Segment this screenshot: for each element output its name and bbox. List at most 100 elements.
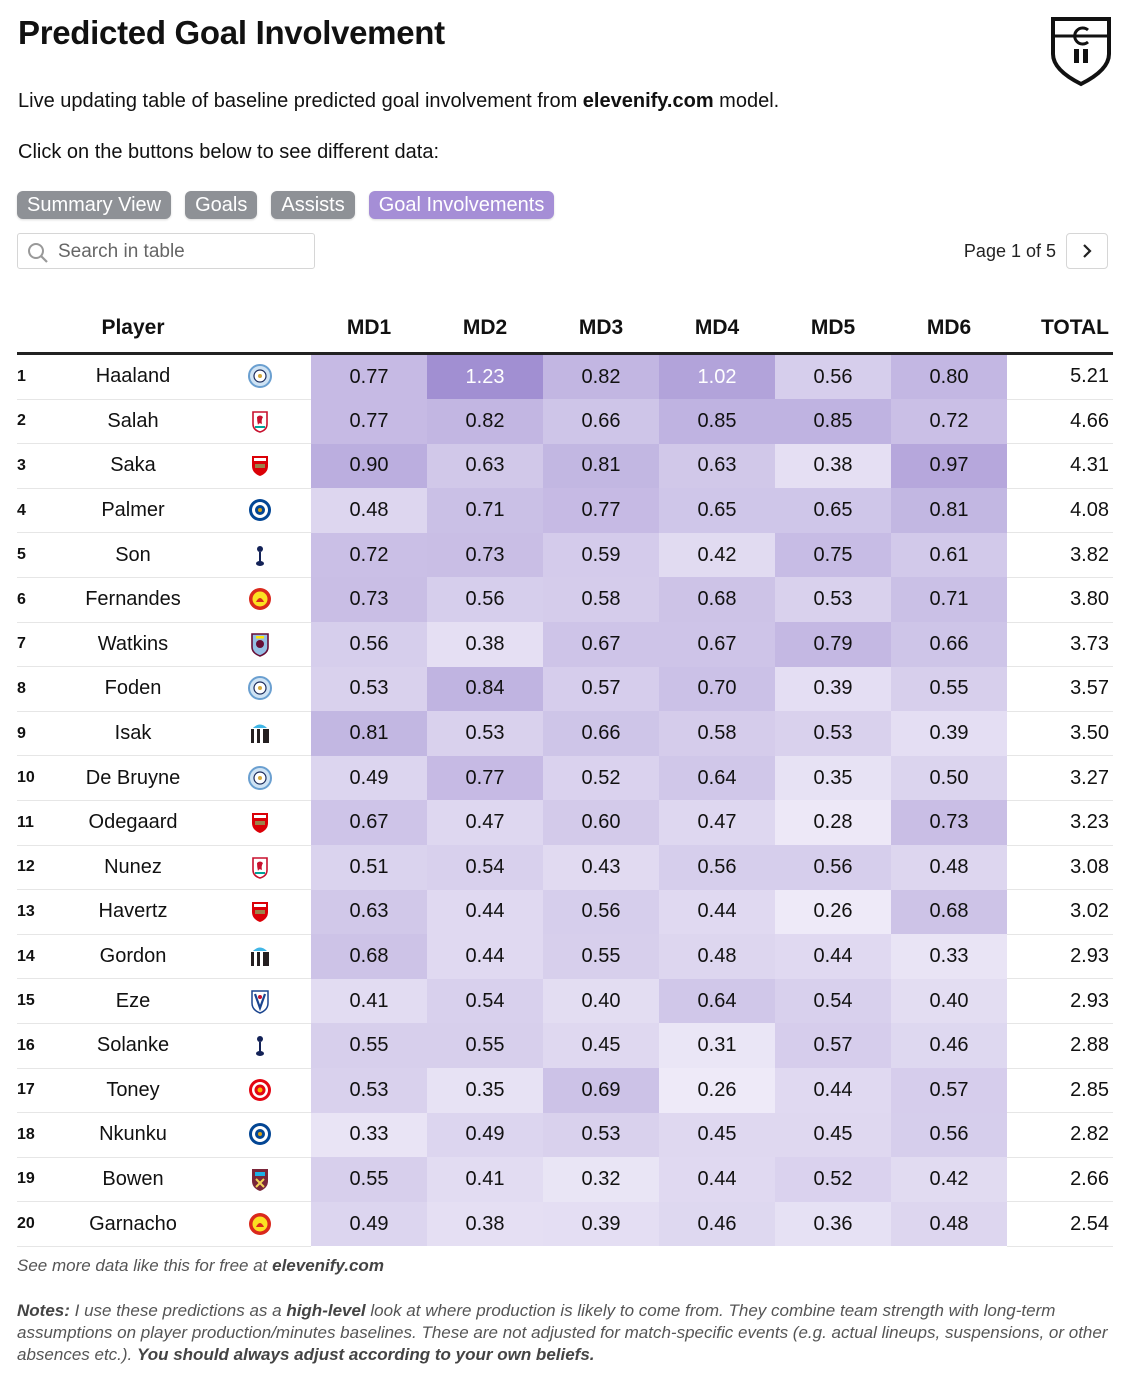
md6-cell: 0.33 xyxy=(891,934,1007,979)
md1-cell: 0.77 xyxy=(311,353,427,400)
md3-cell: 0.66 xyxy=(543,711,659,756)
man-city-crest-icon xyxy=(248,676,272,701)
table-row: 12 Nunez 0.51 0.54 0.43 0.56 0.56 0.48 3.08 xyxy=(17,845,1113,891)
next-page-button[interactable] xyxy=(1066,233,1108,269)
total-cell: 4.31 xyxy=(1007,443,1113,489)
summary-view-button[interactable]: Summary View xyxy=(17,191,172,219)
md5-cell: 0.56 xyxy=(775,353,891,400)
md3-cell: 0.40 xyxy=(543,978,659,1024)
elevenify-logo xyxy=(1048,14,1114,88)
md1-cell: 0.53 xyxy=(311,1068,427,1113)
md2-cell: 0.73 xyxy=(427,532,543,578)
md5-cell: 0.28 xyxy=(775,800,891,846)
newcastle-crest-icon xyxy=(251,947,269,967)
total-cell: 4.08 xyxy=(1007,488,1113,534)
md3-cell: 0.43 xyxy=(543,845,659,890)
goal-involvements-button[interactable]: Goal Involvements xyxy=(368,191,555,219)
total-header[interactable]: TOTAL xyxy=(1007,304,1113,355)
total-cell: 3.73 xyxy=(1007,622,1113,668)
md2-cell: 0.38 xyxy=(427,1201,543,1247)
md1-header[interactable]: MD1 xyxy=(311,304,427,355)
md1-cell: 0.53 xyxy=(311,666,427,712)
table-row: 6 Fernandes 0.73 0.56 0.58 0.68 0.53 0.71 3.80 xyxy=(17,577,1113,623)
md4-header[interactable]: MD4 xyxy=(659,304,775,355)
md5-cell: 0.44 xyxy=(775,934,891,979)
md6-cell: 0.46 xyxy=(891,1023,1007,1068)
md4-cell: 0.31 xyxy=(659,1023,775,1068)
md3-cell: 0.59 xyxy=(543,532,659,578)
rank-cell: 18 xyxy=(17,1112,57,1158)
table-row: 17 Toney 0.53 0.35 0.69 0.26 0.44 0.57 2.85 xyxy=(17,1068,1113,1114)
page-indicator: Page 1 of 5 xyxy=(963,240,1056,261)
footer-prefix: See more data like this for free at xyxy=(17,1256,273,1275)
team-header xyxy=(209,304,311,355)
md5-cell: 0.65 xyxy=(775,488,891,533)
rank-cell: 6 xyxy=(17,577,57,623)
total-cell: 2.82 xyxy=(1007,1112,1113,1158)
notes: Notes: I use these predictions as a high… xyxy=(17,1300,1115,1366)
search-input[interactable] xyxy=(56,238,310,266)
total-cell: 3.02 xyxy=(1007,889,1113,935)
md6-header[interactable]: MD6 xyxy=(891,304,1007,355)
md6-cell: 0.55 xyxy=(891,666,1007,712)
md3-header[interactable]: MD3 xyxy=(543,304,659,355)
md1-cell: 0.55 xyxy=(311,1157,427,1202)
team-crest-cell xyxy=(209,577,311,623)
md2-cell: 0.47 xyxy=(427,800,543,846)
md5-header[interactable]: MD5 xyxy=(775,304,891,355)
md3-cell: 0.52 xyxy=(543,755,659,801)
md1-cell: 0.90 xyxy=(311,443,427,489)
table-body: 1 Haaland 0.77 1.23 0.82 1.02 0.56 0.80 5.21 2 Sal… xyxy=(17,353,1113,1247)
rank-cell: 7 xyxy=(17,622,57,668)
goals-button[interactable]: Goals xyxy=(185,191,258,219)
md1-cell: 0.73 xyxy=(311,577,427,623)
player-cell: Garnacho xyxy=(57,1201,209,1247)
search-box xyxy=(17,233,315,269)
footer-site-link[interactable]: elevenify.com xyxy=(272,1256,384,1275)
md4-cell: 0.63 xyxy=(659,443,775,489)
md2-header[interactable]: MD2 xyxy=(427,304,543,355)
md4-cell: 1.02 xyxy=(659,353,775,400)
table-row: 1 Haaland 0.77 1.23 0.82 1.02 0.56 0.80 5.21 xyxy=(17,353,1113,400)
md4-cell: 0.68 xyxy=(659,577,775,623)
rank-cell: 2 xyxy=(17,399,57,445)
md4-cell: 0.44 xyxy=(659,1157,775,1202)
total-cell: 2.54 xyxy=(1007,1201,1113,1247)
md2-cell: 0.71 xyxy=(427,488,543,533)
total-cell: 3.08 xyxy=(1007,845,1113,891)
player-header[interactable]: Player xyxy=(57,304,209,355)
md5-cell: 0.85 xyxy=(775,399,891,444)
md6-cell: 0.68 xyxy=(891,889,1007,935)
assists-button[interactable]: Assists xyxy=(271,191,355,219)
team-crest-cell xyxy=(209,1157,311,1203)
total-cell: 2.66 xyxy=(1007,1157,1113,1203)
md6-cell: 0.80 xyxy=(891,353,1007,400)
md6-cell: 0.56 xyxy=(891,1112,1007,1158)
md3-cell: 0.45 xyxy=(543,1023,659,1068)
md1-cell: 0.81 xyxy=(311,711,427,756)
notes-part2: look at where production is likely to co… xyxy=(17,1301,1108,1364)
player-cell: De Bruyne xyxy=(57,755,209,801)
notes-bold2: You should always adjust according to yo… xyxy=(137,1345,595,1364)
md6-cell: 0.50 xyxy=(891,755,1007,801)
rank-cell: 8 xyxy=(17,666,57,712)
md1-cell: 0.68 xyxy=(311,934,427,979)
md5-cell: 0.38 xyxy=(775,443,891,489)
team-crest-cell xyxy=(209,353,311,400)
player-cell: Odegaard xyxy=(57,800,209,846)
md4-cell: 0.70 xyxy=(659,666,775,712)
man-united-crest-icon xyxy=(249,588,271,611)
md2-cell: 0.44 xyxy=(427,934,543,979)
md5-cell: 0.44 xyxy=(775,1068,891,1113)
md6-cell: 0.42 xyxy=(891,1157,1007,1202)
md1-cell: 0.72 xyxy=(311,532,427,578)
tottenham-crest-icon xyxy=(256,1036,264,1057)
md2-cell: 0.56 xyxy=(427,577,543,623)
arsenal-crest-icon xyxy=(252,902,268,923)
total-cell: 5.21 xyxy=(1007,353,1113,400)
west-ham-crest-icon xyxy=(252,1168,268,1191)
md6-cell: 0.48 xyxy=(891,845,1007,890)
team-crest-cell xyxy=(209,399,311,445)
md5-cell: 0.52 xyxy=(775,1157,891,1202)
subtitle-site-link[interactable]: elevenify.com xyxy=(582,90,714,112)
